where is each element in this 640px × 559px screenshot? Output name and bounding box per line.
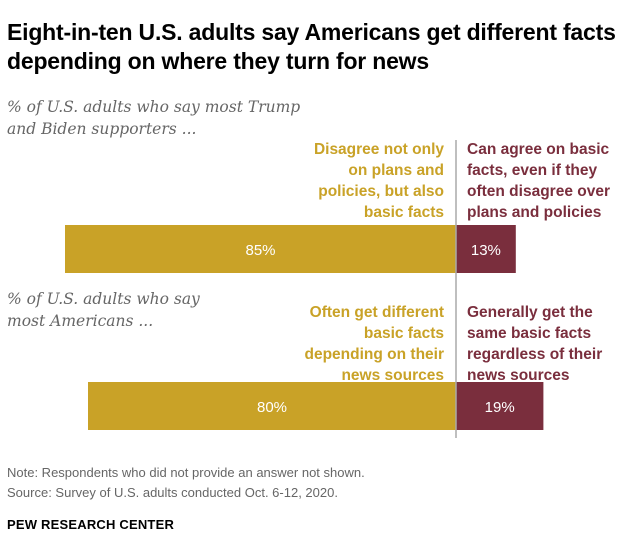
label-line: Can agree on basic xyxy=(467,141,610,158)
note-text: Note: Respondents who did not provide an… xyxy=(7,465,365,480)
data-label-right-row-1: 13% xyxy=(471,242,501,259)
data-label-left-row-2: 80% xyxy=(257,399,287,416)
bar-right-row-1 xyxy=(456,225,516,273)
question-2-line: most Americans ... xyxy=(7,312,154,330)
label-line: plans and policies xyxy=(467,204,602,221)
question-1: % of U.S. adults who say most Trump and … xyxy=(7,96,300,140)
question-2-line: % of U.S. adults who say xyxy=(7,290,200,308)
label-line: news sources xyxy=(341,367,444,384)
label-line: basic facts xyxy=(363,204,444,221)
data-label-right-row-2: 19% xyxy=(485,399,515,416)
question-1-line: and Biden supporters ... xyxy=(7,120,197,138)
bar-left-row-1 xyxy=(65,225,456,273)
label-line: policies, but also xyxy=(318,183,444,200)
label-line: facts, even if they xyxy=(467,162,598,179)
label-line: same basic facts xyxy=(467,325,592,342)
label-line: on plans and xyxy=(348,162,444,179)
label-line: Disagree not only xyxy=(313,141,444,158)
source-text: Source: Survey of U.S. adults conducted … xyxy=(7,485,338,500)
row-1-left-label: Disagree not only on plans and policies,… xyxy=(274,139,444,223)
bar-left-row-2 xyxy=(88,382,456,430)
label-line: regardless of their xyxy=(467,346,603,363)
label-line: basic facts xyxy=(363,325,444,342)
label-line: Generally get the xyxy=(467,304,593,321)
bar-right-row-2 xyxy=(456,382,544,430)
label-line: often disagree over xyxy=(467,183,610,200)
pew-research-center-logo: PEW RESEARCH CENTER xyxy=(7,517,175,532)
question-2: % of U.S. adults who say most Americans … xyxy=(7,288,200,332)
row-2-right-label: Generally get the same basic facts regar… xyxy=(467,302,637,386)
row-1-right-label: Can agree on basic facts, even if they o… xyxy=(467,139,637,223)
question-1-line: % of U.S. adults who say most Trump xyxy=(7,98,301,116)
label-line: news sources xyxy=(467,367,570,384)
data-label-left-row-1: 85% xyxy=(245,242,275,259)
chart-title: Eight-in-ten U.S. adults say Americans g… xyxy=(7,19,616,74)
label-line: Often get different xyxy=(309,304,444,321)
row-2-left-label: Often get different basic facts dependin… xyxy=(274,302,445,386)
label-line: depending on their xyxy=(304,346,445,363)
